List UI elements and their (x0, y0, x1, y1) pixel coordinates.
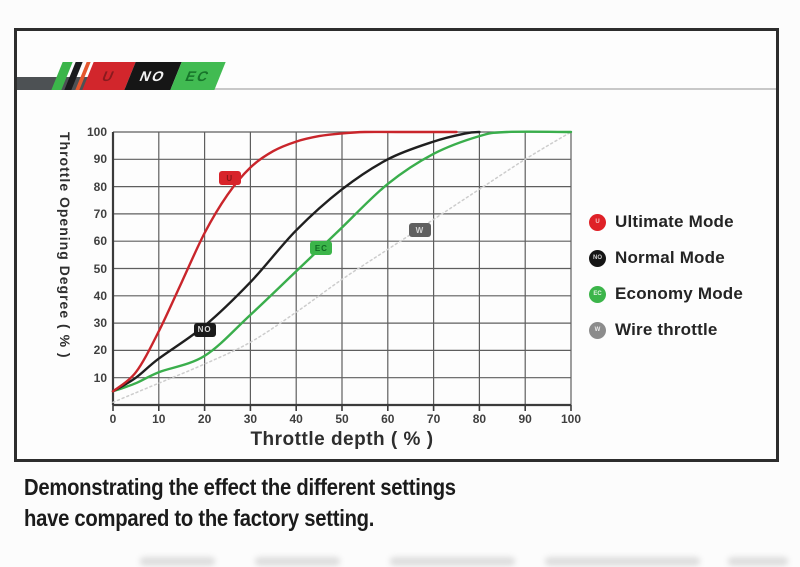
chart-canvas (111, 130, 573, 411)
legend-label: Ultimate Mode (615, 212, 734, 231)
dot-letter: U (595, 219, 600, 225)
legend-label: Economy Mode (615, 284, 744, 303)
cutoff-print-artifact (390, 557, 515, 566)
x-tick-label: 80 (472, 412, 487, 426)
dot-letter: EC (593, 291, 602, 297)
x-tick-label: 70 (426, 412, 441, 426)
curve-badge-no: NO (193, 322, 216, 337)
dot-letter: NO (593, 255, 602, 261)
y-tick-label: 70 (93, 206, 107, 221)
economy-mode-dot-icon: EC (589, 285, 606, 303)
legend-label: Wire throttle (615, 320, 718, 339)
legend: U Ultimate Mode NO Normal Mode EC Econom… (589, 204, 743, 348)
x-tick-label: 100 (560, 412, 582, 426)
x-axis-title: Throttle depth ( % ) (250, 429, 434, 450)
y-tick-label: 20 (93, 343, 107, 358)
x-tick-label: 40 (289, 412, 303, 426)
throttle-curve-plot: W EC NO U (111, 130, 573, 411)
figure-caption: Demonstrating the effect the different s… (24, 472, 456, 534)
x-tick-label: 50 (335, 412, 349, 426)
legend-item-ultimate: U Ultimate Mode (589, 204, 743, 240)
logo-segment-ultimate-label: U (99, 68, 119, 84)
curve-badge-ec: EC (310, 241, 333, 256)
curve-badge-u: U (218, 171, 241, 186)
caption-line-1: Demonstrating the effect the different s… (24, 474, 456, 500)
x-tick-label: 0 (109, 412, 117, 426)
curve-ultimate-mode (111, 130, 458, 393)
logo-segment-economy: EC (170, 62, 226, 90)
figure-frame: U NO EC Throttle Opening Degree ( % ) W E… (14, 28, 779, 462)
cutoff-print-artifact (728, 557, 788, 566)
logo-segment-economy-label: EC (183, 68, 213, 84)
y-axis-title: Throttle Opening Degree ( % ) (57, 132, 73, 359)
legend-item-normal: NO Normal Mode (589, 240, 743, 276)
logo-segment-normal-label: NO (137, 68, 169, 84)
y-tick-label: 30 (93, 316, 107, 331)
dot-letter: W (594, 327, 601, 333)
y-tick-label: 90 (93, 152, 107, 167)
cutoff-print-artifact (255, 557, 340, 566)
logo-rule-line (65, 88, 776, 90)
brand-logo: U NO EC (51, 62, 226, 90)
x-tick-label: 20 (197, 412, 212, 426)
legend-label: Normal Mode (615, 248, 725, 267)
curve-wire-throttle (112, 131, 572, 404)
y-tick-label: 10 (93, 370, 107, 385)
curve-normal-mode (111, 130, 481, 393)
y-tick-label: 60 (93, 234, 107, 249)
legend-item-wire: W Wire throttle (589, 312, 743, 348)
curve-badge-w: W (408, 223, 431, 238)
y-tick-label: 100 (86, 125, 107, 139)
wire-throttle-dot-icon: W (589, 321, 606, 339)
y-tick-label: 50 (93, 261, 107, 276)
legend-item-economy: EC Economy Mode (589, 276, 743, 312)
caption-line-2: have compared to the factory setting. (24, 505, 375, 531)
normal-mode-dot-icon: NO (589, 249, 606, 267)
ultimate-mode-dot-icon: U (589, 213, 606, 231)
y-tick-label: 40 (93, 288, 107, 303)
x-tick-label: 10 (152, 412, 166, 426)
y-tick-label: 80 (93, 179, 107, 194)
x-tick-label: 60 (381, 412, 395, 426)
x-tick-label: 90 (518, 412, 532, 426)
x-tick-label: 30 (243, 412, 258, 426)
cutoff-print-artifact (140, 557, 215, 566)
cutoff-print-artifact (545, 557, 700, 566)
